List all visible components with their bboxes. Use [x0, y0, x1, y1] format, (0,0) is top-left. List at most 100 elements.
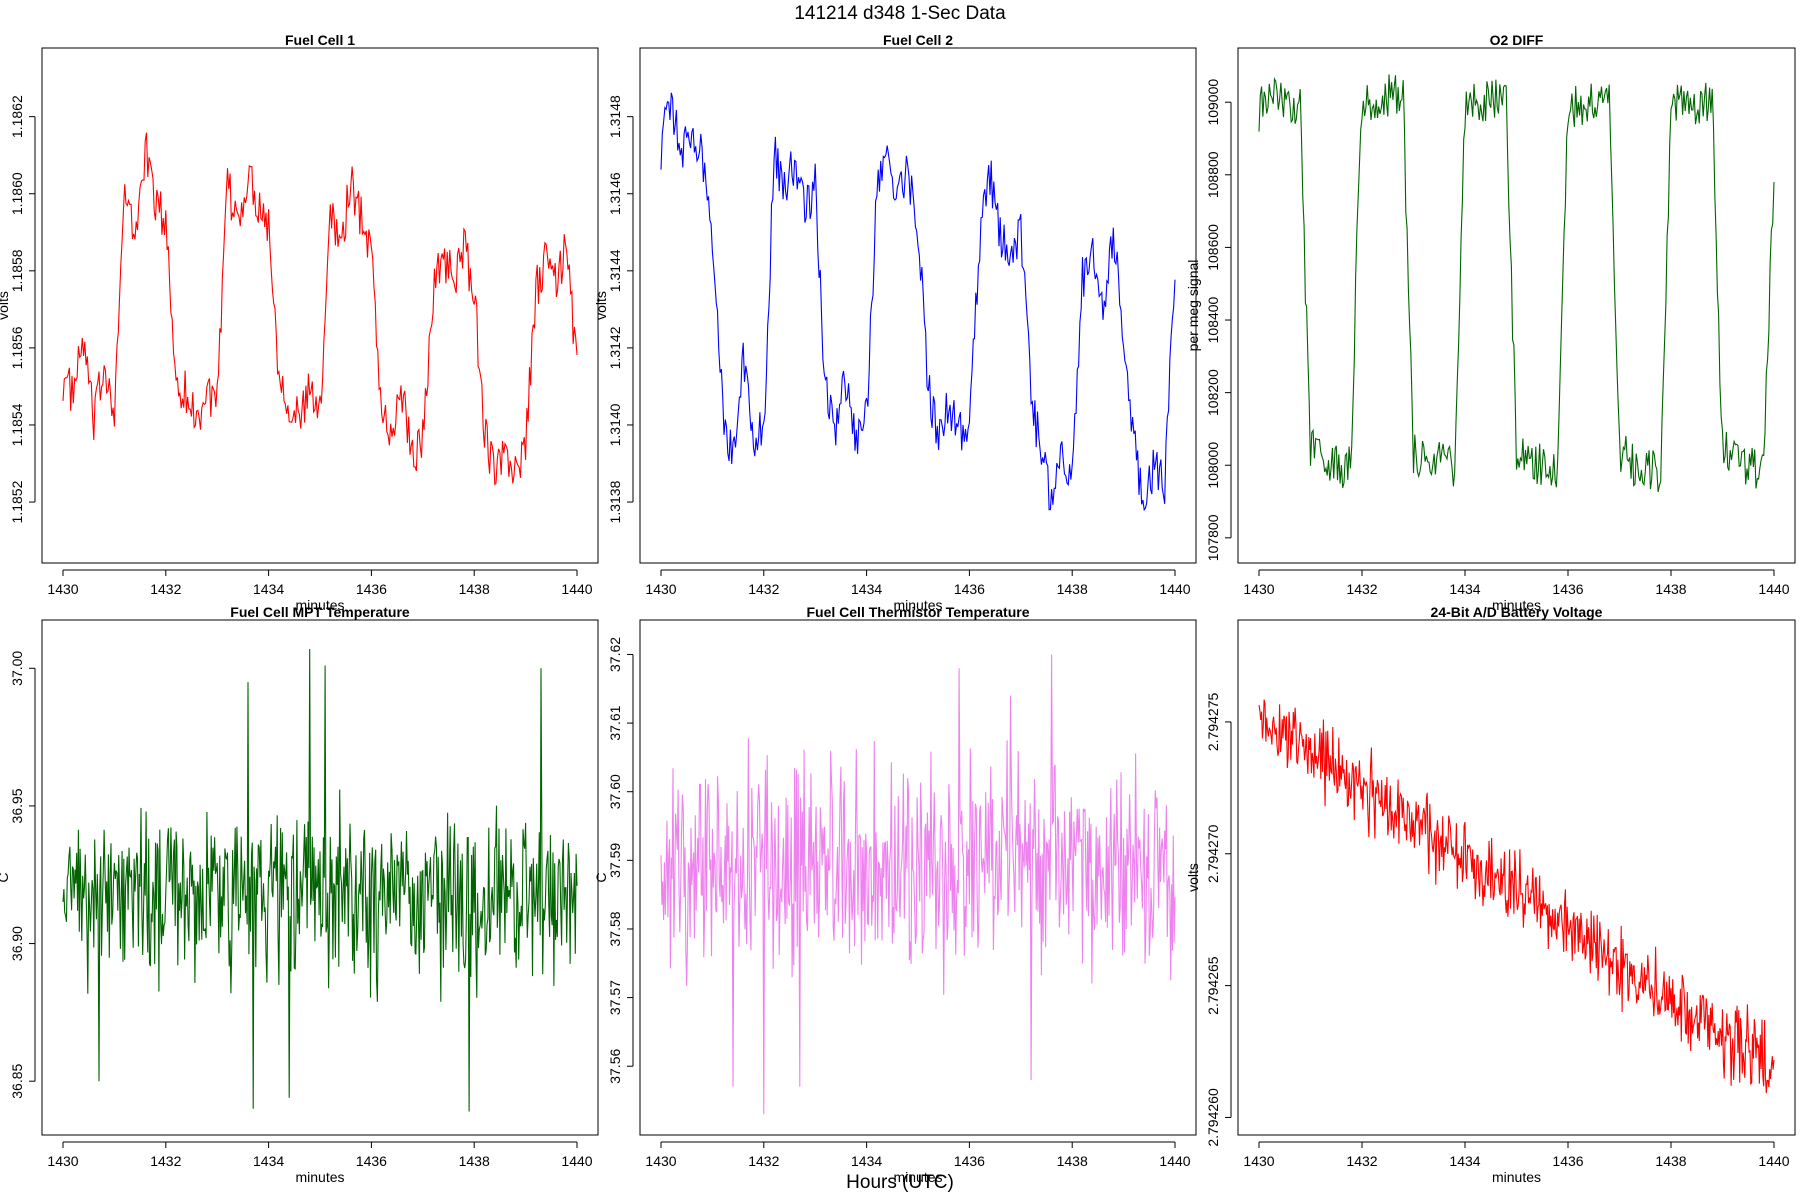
y-axis-label: volts [1185, 863, 1201, 892]
y-tick-label: 108400 [1205, 296, 1221, 343]
series-line [1258, 699, 1775, 1094]
panel-3: O2 DIFF 1430 1432 1434 1436 1438 1440 minutes 10… [1185, 32, 1796, 613]
x-axis-label: minutes [1492, 1169, 1541, 1185]
figure-footer: Hours (UTC) [846, 1172, 954, 1193]
y-tick-label: 1.1856 [9, 326, 25, 369]
panel-5: Fuel Cell Thermistor Temperature 1430 1432… [593, 604, 1197, 1185]
x-tick-label: 1432 [150, 581, 181, 597]
y-tick-label: 1.1862 [9, 95, 25, 138]
y-tick-label: 1.1852 [9, 480, 25, 523]
y-axis-label: volts [0, 291, 11, 320]
y-tick-label: 37.61 [607, 705, 623, 740]
x-tick-label: 1434 [253, 1153, 284, 1169]
y-tick-label: 37.60 [607, 774, 623, 809]
y-tick-label: 108200 [1205, 369, 1221, 416]
y-tick-label: 2.794270 [1205, 824, 1221, 883]
x-tick-label: 1430 [1243, 581, 1274, 597]
x-tick-label: 1434 [253, 581, 284, 597]
y-tick-label: 1.3140 [607, 403, 623, 446]
series-line [1258, 74, 1775, 493]
y-tick-label: 36.95 [9, 788, 25, 823]
series-line [62, 648, 578, 1112]
y-axis-label: volts [593, 291, 609, 320]
x-tick-label: 1436 [356, 581, 387, 597]
panel-2: Fuel Cell 2 1430 1432 1434 1436 1438 1440 minut… [593, 32, 1197, 613]
y-tick-label: 2.794265 [1205, 956, 1221, 1015]
y-tick-label: 37.56 [607, 1049, 623, 1084]
figure-title: 141214 d348 1-Sec Data [794, 3, 1006, 24]
y-tick-label: 108800 [1205, 151, 1221, 198]
x-tick-label: 1438 [1655, 1153, 1686, 1169]
x-tick-label: 1438 [459, 581, 490, 597]
panel-title: O2 DIFF [1490, 32, 1544, 48]
x-tick-label: 1430 [47, 1153, 78, 1169]
series-line [660, 654, 1176, 1115]
x-tick-label: 1430 [47, 581, 78, 597]
x-tick-label: 1436 [954, 1153, 985, 1169]
y-tick-label: 109000 [1205, 79, 1221, 126]
y-tick-label: 107800 [1205, 514, 1221, 561]
plot-frame [41, 47, 599, 564]
x-tick-label: 1440 [1159, 581, 1190, 597]
x-tick-label: 1438 [1057, 1153, 1088, 1169]
x-tick-label: 1430 [645, 1153, 676, 1169]
y-tick-label: 37.59 [607, 843, 623, 878]
x-tick-label: 1434 [851, 1153, 882, 1169]
x-tick-label: 1436 [1552, 1153, 1583, 1169]
x-tick-label: 1432 [1346, 1153, 1377, 1169]
y-tick-label: 1.1860 [9, 172, 25, 215]
y-tick-label: 1.3144 [607, 249, 623, 292]
x-axis-label: minutes [1492, 597, 1541, 613]
y-axis-label: C [593, 872, 609, 882]
x-tick-label: 1430 [645, 581, 676, 597]
x-tick-label: 1436 [954, 581, 985, 597]
x-tick-label: 1436 [356, 1153, 387, 1169]
x-tick-label: 1434 [851, 581, 882, 597]
y-tick-label: 1.1854 [9, 403, 25, 446]
y-tick-label: 37.57 [607, 980, 623, 1015]
x-tick-label: 1438 [459, 1153, 490, 1169]
x-axis-label: minutes [893, 1169, 942, 1185]
x-tick-label: 1434 [1449, 1153, 1480, 1169]
y-tick-label: 1.3138 [607, 480, 623, 523]
x-tick-label: 1440 [1758, 581, 1789, 597]
x-axis-label: minutes [893, 597, 942, 613]
series-line [660, 92, 1176, 512]
x-tick-label: 1434 [1449, 581, 1480, 597]
y-tick-label: 1.3148 [607, 95, 623, 138]
panel-title: Fuel Cell 2 [883, 32, 953, 48]
x-tick-label: 1432 [1346, 581, 1377, 597]
y-tick-label: 37.62 [607, 637, 623, 672]
x-tick-label: 1438 [1057, 581, 1088, 597]
y-tick-label: 1.3142 [607, 326, 623, 369]
x-tick-label: 1436 [1552, 581, 1583, 597]
panel-title: 24-Bit A/D Battery Voltage [1431, 604, 1603, 620]
x-tick-label: 1440 [561, 581, 592, 597]
x-tick-label: 1440 [1758, 1153, 1789, 1169]
x-tick-label: 1432 [748, 1153, 779, 1169]
y-tick-label: 108600 [1205, 224, 1221, 271]
panel-title: Fuel Cell 1 [285, 32, 355, 48]
panel-1: Fuel Cell 1 1430 1432 1434 1436 1438 1440 minut… [0, 32, 599, 613]
y-tick-label: 2.794275 [1205, 693, 1221, 752]
y-axis-label: per meg signal [1185, 260, 1201, 352]
y-tick-label: 1.3146 [607, 172, 623, 215]
x-axis-label: minutes [295, 1169, 344, 1185]
panel-6: 24-Bit A/D Battery Voltage 1430 1432 1434 14… [1185, 604, 1796, 1185]
y-tick-label: 37.58 [607, 911, 623, 946]
plot-frame [639, 619, 1197, 1136]
y-tick-label: 37.00 [9, 651, 25, 686]
y-tick-label: 1.1858 [9, 249, 25, 292]
x-tick-label: 1432 [150, 1153, 181, 1169]
panel-title: Fuel Cell MPT Temperature [230, 604, 410, 620]
plot-frame [1237, 619, 1796, 1136]
y-tick-label: 108000 [1205, 442, 1221, 489]
panel-4: Fuel Cell MPT Temperature 1430 1432 1434 143… [0, 604, 599, 1185]
plot-frame [1237, 47, 1796, 564]
x-axis-label: minutes [295, 597, 344, 613]
x-tick-label: 1432 [748, 581, 779, 597]
panel-title: Fuel Cell Thermistor Temperature [806, 604, 1029, 620]
series-line [62, 132, 578, 486]
x-tick-label: 1440 [1159, 1153, 1190, 1169]
